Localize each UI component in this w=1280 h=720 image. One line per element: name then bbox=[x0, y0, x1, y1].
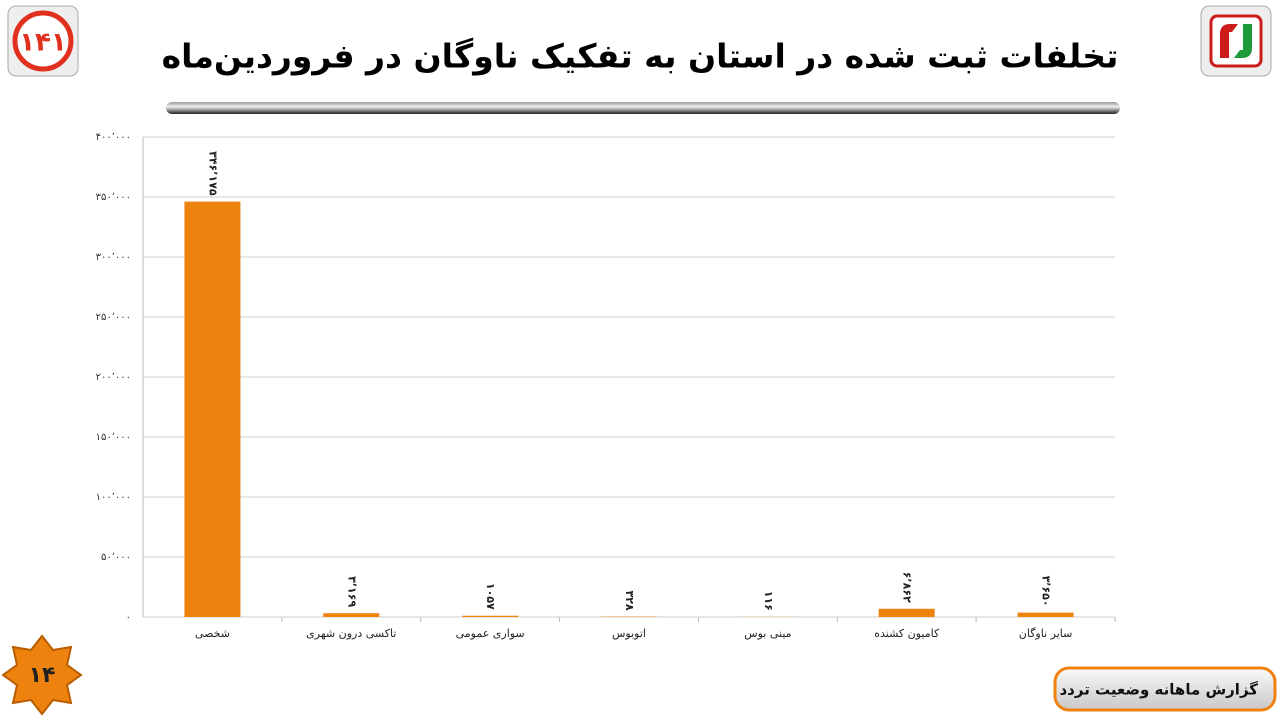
y-tick-label: ۱۰۰٬۰۰۰ bbox=[96, 492, 131, 503]
logo-right bbox=[1200, 5, 1272, 77]
bar bbox=[462, 615, 519, 617]
x-tick-label: سایر ناوگان bbox=[1019, 627, 1073, 640]
data-label: ۶٬۸۶۲ bbox=[901, 572, 914, 603]
footer-button: گزارش ماهانه وضعیت تردد bbox=[1053, 666, 1277, 712]
logo-left: ۱۴۱ bbox=[7, 5, 79, 77]
slide-title: تخلفات ثبت شده در استان به تفکیک ناوگان … bbox=[162, 37, 1119, 77]
x-tick-label: تاکسی درون شهری bbox=[306, 627, 396, 640]
page-number: ۱۴ bbox=[29, 663, 56, 688]
y-tick-label: ۰ bbox=[126, 612, 131, 623]
logo-text: ۱۴۱ bbox=[19, 28, 67, 58]
x-tick-label: اتوبوس bbox=[612, 627, 646, 640]
x-tick-label: کامیون کشنده bbox=[874, 627, 940, 640]
y-tick-label: ۴۰۰٬۰۰۰ bbox=[96, 132, 131, 143]
x-tick-label: سواری عمومی bbox=[456, 627, 525, 640]
bar bbox=[184, 201, 241, 617]
data-label: ۳٬۱۶۹ bbox=[345, 576, 358, 607]
data-label: ۱۰۵۷ bbox=[484, 583, 497, 610]
data-label: ۳۲۸ bbox=[623, 590, 636, 610]
bar bbox=[1017, 612, 1074, 617]
title-divider bbox=[166, 102, 1120, 114]
x-tick-label: مینی بوس bbox=[744, 627, 791, 640]
y-tick-label: ۵۰٬۰۰۰ bbox=[101, 552, 131, 563]
y-tick-label: ۲۵۰٬۰۰۰ bbox=[96, 312, 131, 323]
x-tick-label: شخصی bbox=[195, 627, 230, 640]
y-tick-label: ۱۵۰٬۰۰۰ bbox=[96, 432, 131, 443]
data-label: ۳۴۶٬۱۷۵ bbox=[206, 151, 219, 196]
data-label: ۱۱۶ bbox=[762, 591, 775, 611]
data-label: ۳٬۶۵۰ bbox=[1040, 576, 1053, 607]
y-tick-label: ۳۰۰٬۰۰۰ bbox=[96, 252, 131, 263]
bar bbox=[323, 613, 380, 617]
footer-label: گزارش ماهانه وضعیت تردد bbox=[1059, 681, 1258, 699]
page-badge: ۱۴ bbox=[1, 634, 83, 716]
y-tick-label: ۳۵۰٬۰۰۰ bbox=[96, 192, 131, 203]
y-tick-label: ۲۰۰٬۰۰۰ bbox=[96, 372, 131, 383]
bar bbox=[878, 608, 935, 617]
chart: ۰ ۵۰٬۰۰۰ ۱۰۰٬۰۰۰ ۱۵۰٬۰۰۰ ۲۰۰٬۰۰۰ ۲۵۰٬۰۰۰ ۳۰۰٬۰… bbox=[96, 132, 1116, 640]
